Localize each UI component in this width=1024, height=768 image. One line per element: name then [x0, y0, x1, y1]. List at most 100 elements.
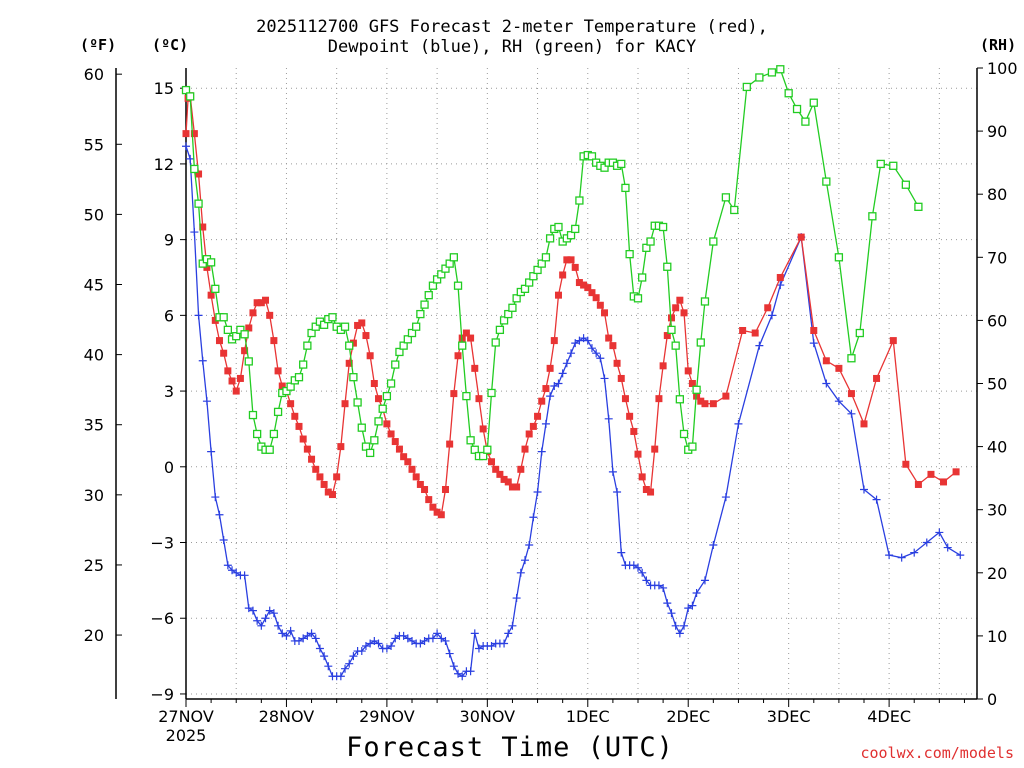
- rh-point: [391, 360, 400, 369]
- temperature-point: [521, 445, 529, 453]
- dewpoint-point: [244, 604, 253, 613]
- rh-point: [432, 275, 442, 284]
- dewpoint-point: [550, 382, 559, 391]
- rh-point: [349, 373, 358, 382]
- temperature-point: [873, 374, 881, 382]
- rh-point: [801, 117, 810, 126]
- rh-point: [525, 278, 534, 287]
- rh-point: [499, 316, 509, 325]
- temperature-point: [617, 374, 625, 382]
- dewpoint-point: [420, 636, 429, 645]
- dewpoint-point: [311, 634, 320, 643]
- temperature-point: [571, 263, 579, 271]
- rh-point: [537, 259, 546, 268]
- dewpoint-point: [366, 639, 375, 648]
- dewpoint-point: [592, 349, 601, 358]
- temperature-point: [580, 281, 588, 289]
- rh-point: [767, 68, 777, 77]
- x-tick-sublabel: 2025: [166, 726, 207, 745]
- rh-point: [382, 391, 392, 401]
- rh-point: [445, 259, 454, 268]
- fahrenheit-tick-label: 20: [84, 626, 104, 645]
- rh-point: [407, 328, 417, 338]
- dewpoint-point: [587, 344, 596, 353]
- x-tick-label: 4DEC: [867, 707, 911, 726]
- temperature-point: [609, 342, 617, 350]
- rh-point: [307, 328, 316, 338]
- rh-point: [416, 309, 425, 319]
- data-series: [181, 65, 965, 681]
- dewpoint-point: [399, 631, 408, 640]
- rh-point: [437, 270, 446, 279]
- temperature-point: [697, 397, 705, 405]
- dewpoint-point: [282, 631, 291, 640]
- dewpoint-point: [190, 228, 199, 237]
- dewpoint-point: [642, 576, 651, 585]
- rh-tick-label: 40: [987, 438, 1007, 457]
- temperature-point: [538, 397, 546, 405]
- dewpoint-point: [575, 336, 584, 345]
- dewpoint-point: [474, 644, 483, 653]
- rh-point: [466, 436, 475, 445]
- temperature-point: [751, 329, 759, 337]
- rh-point: [822, 177, 831, 186]
- temperature-point: [370, 380, 378, 387]
- dewpoint-point: [466, 667, 475, 676]
- rh-point: [533, 265, 542, 275]
- celsius-tick-label: 6: [164, 306, 174, 325]
- x-tick-label: 3DEC: [767, 707, 811, 726]
- temperature-point: [341, 400, 349, 408]
- dewpoint-point: [872, 495, 881, 504]
- rh-point: [792, 104, 802, 114]
- rh-point: [194, 199, 203, 208]
- temperature-point: [797, 233, 805, 241]
- temperature-point: [554, 291, 562, 299]
- temperature-point: [488, 458, 496, 466]
- temperature-point: [391, 438, 399, 446]
- temperature-point: [680, 309, 688, 317]
- dewpoint-point: [688, 601, 697, 610]
- temperature-point: [902, 460, 910, 468]
- dewpoint-point: [286, 626, 295, 635]
- rh-point: [240, 330, 249, 339]
- rh-point: [504, 309, 513, 319]
- rh-point: [889, 161, 898, 170]
- temperature-point: [375, 395, 383, 403]
- temperature-point: [408, 465, 416, 473]
- dewpoint-point: [897, 553, 906, 562]
- dewpoint-point: [910, 548, 919, 557]
- temperature-point: [513, 483, 521, 491]
- temperature-point: [546, 364, 554, 372]
- temperature-point: [366, 352, 374, 360]
- rh-point: [232, 332, 241, 341]
- rh-point: [575, 196, 584, 205]
- dewpoint-point: [956, 551, 965, 560]
- rh-point: [671, 341, 680, 350]
- rh-point: [282, 386, 291, 396]
- rh-tick-label: 70: [987, 248, 1007, 267]
- dewpoint-point: [847, 409, 856, 418]
- source-credit-link[interactable]: coolwx.com/models: [860, 744, 1014, 762]
- dewpoint-point: [261, 614, 270, 623]
- temperature-point: [236, 374, 244, 382]
- rh-point: [696, 338, 705, 347]
- rh-point: [730, 205, 739, 215]
- dewpoint-point: [734, 419, 743, 428]
- celsius-tick-label: −6: [150, 609, 174, 628]
- celsius-tick-label: 3: [164, 382, 174, 401]
- dewpoint-point: [562, 359, 571, 368]
- temperature-point: [672, 304, 680, 312]
- temperature-point: [575, 279, 583, 287]
- dewpoint-point: [671, 621, 680, 630]
- celsius-tick-label: 9: [164, 231, 174, 250]
- rh-point: [248, 410, 258, 420]
- rh-point: [319, 320, 329, 329]
- temperature-point: [663, 332, 671, 340]
- fahrenheit-unit-label: (ºF): [80, 36, 117, 54]
- rh-point: [478, 451, 488, 461]
- rh-point: [554, 222, 563, 232]
- dewpoint-point: [454, 669, 463, 678]
- rh-point: [541, 253, 551, 262]
- temperature-point: [291, 412, 299, 420]
- temperature-series: [182, 92, 960, 519]
